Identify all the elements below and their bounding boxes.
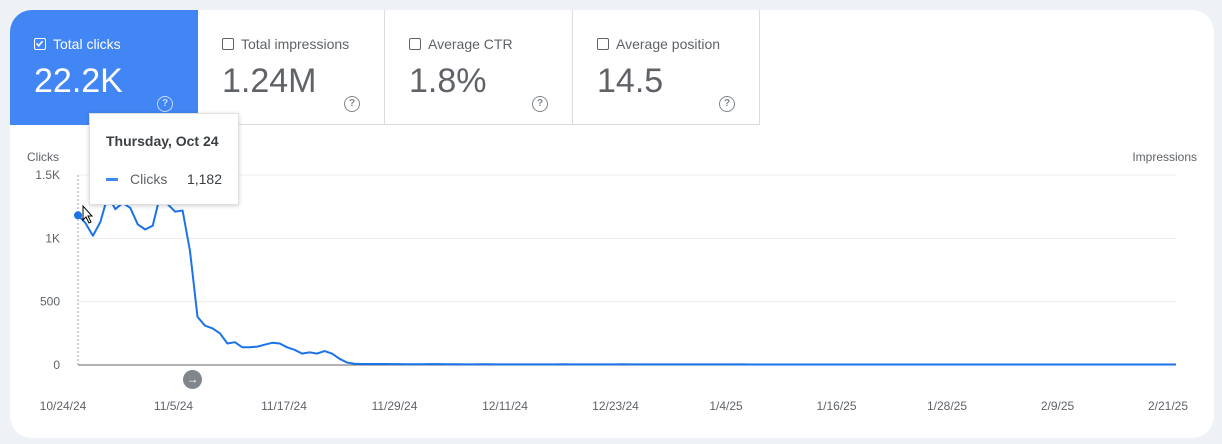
x-tick-label: 11/5/24 (154, 399, 193, 413)
x-tick-label: 1/4/25 (709, 399, 743, 413)
x-tick-label: 12/23/24 (592, 399, 639, 413)
metric-card-average-position[interactable]: Average position 14.5 ? (573, 10, 760, 125)
metric-card-total-clicks[interactable]: Total clicks 22.2K ? (10, 10, 198, 125)
y-axis-title-right: Impressions (1132, 150, 1197, 164)
data-point-highlight (74, 211, 82, 220)
x-tick-label: 11/29/24 (372, 399, 418, 413)
checkbox-checked-icon[interactable] (34, 38, 46, 50)
x-tick-label: 10/24/24 (40, 399, 87, 413)
metric-value: 1.8% (409, 62, 487, 100)
y-axis-title-left: Clicks (27, 150, 59, 164)
help-circle-icon[interactable]: ? (344, 96, 360, 112)
y-tick-label: 500 (40, 295, 60, 309)
metric-card-header: Average position (597, 36, 720, 52)
performance-panel: Total clicks 22.2K ? Total impressions 1… (10, 10, 1214, 438)
tooltip-date: Thursday, Oct 24 (106, 133, 219, 149)
x-tick-label: 1/16/25 (816, 399, 856, 413)
x-tick-label: 2/9/25 (1041, 399, 1075, 413)
help-circle-icon[interactable]: ? (532, 96, 548, 112)
metric-card-header: Total impressions (222, 36, 349, 52)
metric-label: Average position (616, 36, 721, 52)
metric-card-average-ctr[interactable]: Average CTR 1.8% ? (385, 10, 573, 125)
checkbox-unchecked-icon[interactable] (222, 38, 234, 50)
metric-label: Average CTR (428, 36, 513, 52)
metric-value: 1.24M (222, 62, 317, 100)
arrow-right-icon[interactable]: → (183, 370, 202, 389)
y-tick-label: 1.5K (35, 168, 60, 182)
metric-label: Total impressions (241, 36, 350, 52)
help-circle-icon[interactable]: ? (719, 96, 735, 112)
x-tick-label: 1/28/25 (927, 399, 967, 413)
metric-value: 14.5 (597, 62, 664, 100)
metric-card-header: Total clicks (34, 36, 121, 52)
metric-card-total-impressions[interactable]: Total impressions 1.24M ? (198, 10, 385, 125)
y-tick-label: 0 (53, 358, 60, 372)
tooltip-series-label: Clicks (130, 171, 168, 187)
tooltip-series-swatch (106, 178, 118, 181)
x-tick-label: 2/21/25 (1148, 399, 1188, 413)
y-tick-label: 1K (45, 231, 60, 245)
checkbox-unchecked-icon[interactable] (597, 38, 609, 50)
series-line-clicks (77, 194, 1176, 366)
help-circle-icon[interactable]: ? (157, 96, 173, 112)
metric-label: Total clicks (53, 36, 121, 52)
chart-tooltip: Thursday, Oct 24 Clicks 1,182 (89, 113, 239, 205)
mouse-cursor-icon (82, 204, 94, 224)
clicks-line-chart[interactable]: 0 500 1K 1.5K 10/24/24 11/5/24 11/17/24 11/29/2… (10, 10, 1214, 438)
metric-card-header: Average CTR (409, 36, 513, 52)
x-tick-label: 11/17/24 (261, 399, 307, 413)
checkbox-unchecked-icon[interactable] (409, 38, 421, 50)
metric-value: 22.2K (34, 62, 123, 100)
tooltip-series-value: 1,182 (186, 171, 222, 187)
x-tick-label: 12/11/24 (482, 399, 528, 413)
